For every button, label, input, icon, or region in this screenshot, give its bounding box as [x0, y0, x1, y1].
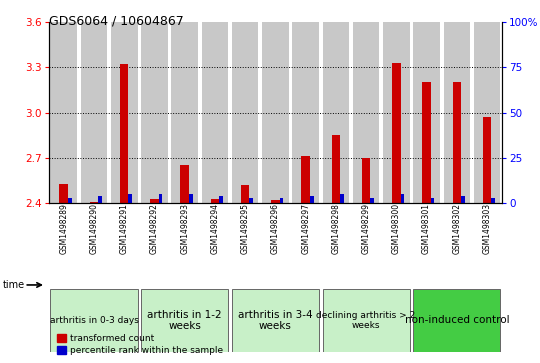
Text: GSM1498291: GSM1498291 — [120, 203, 129, 254]
Text: GSM1498302: GSM1498302 — [453, 203, 461, 254]
Bar — [171, 22, 198, 203]
Bar — [211, 199, 219, 203]
Bar — [68, 198, 72, 203]
Bar — [332, 135, 340, 203]
Bar — [322, 22, 349, 203]
Text: arthritis in 1-2
weeks: arthritis in 1-2 weeks — [147, 310, 222, 331]
Bar — [461, 196, 465, 203]
Bar — [453, 82, 461, 203]
Bar — [59, 184, 68, 203]
Text: GSM1498295: GSM1498295 — [241, 203, 249, 254]
Text: time: time — [3, 280, 25, 290]
Text: GSM1498296: GSM1498296 — [271, 203, 280, 254]
Bar — [141, 22, 168, 203]
Bar — [219, 196, 223, 203]
Bar — [383, 22, 410, 203]
Bar — [443, 22, 470, 203]
Text: arthritis in 0-3 days: arthritis in 0-3 days — [50, 316, 138, 325]
Bar — [413, 289, 501, 352]
Text: GSM1498293: GSM1498293 — [180, 203, 189, 254]
Bar — [340, 194, 344, 203]
Bar — [98, 196, 102, 203]
Bar — [280, 198, 284, 203]
Text: GSM1498292: GSM1498292 — [150, 203, 159, 254]
Bar — [310, 196, 314, 203]
Text: GSM1498303: GSM1498303 — [483, 203, 491, 254]
Text: GSM1498300: GSM1498300 — [392, 203, 401, 254]
Bar — [271, 200, 280, 203]
Text: GSM1498297: GSM1498297 — [301, 203, 310, 254]
Bar — [50, 22, 77, 203]
Bar — [301, 156, 310, 203]
Bar — [189, 194, 193, 203]
Bar — [241, 185, 249, 203]
Bar — [249, 198, 253, 203]
Bar — [232, 22, 259, 203]
Bar — [474, 22, 501, 203]
Bar — [201, 22, 228, 203]
Text: non-induced control: non-induced control — [404, 315, 509, 325]
Bar — [413, 22, 440, 203]
Bar — [80, 22, 107, 203]
Text: GSM1498294: GSM1498294 — [211, 203, 219, 254]
Bar — [50, 289, 138, 352]
Text: GSM1498301: GSM1498301 — [422, 203, 431, 254]
Bar — [129, 194, 132, 203]
Text: GSM1498299: GSM1498299 — [362, 203, 370, 254]
Text: GSM1498289: GSM1498289 — [59, 203, 68, 254]
Text: arthritis in 3-4
weeks: arthritis in 3-4 weeks — [238, 310, 313, 331]
Bar — [150, 199, 159, 203]
Text: GSM1498290: GSM1498290 — [90, 203, 98, 254]
Bar — [292, 22, 319, 203]
Bar — [111, 22, 138, 203]
Bar — [431, 198, 435, 203]
Bar — [370, 198, 374, 203]
Bar — [262, 22, 289, 203]
Bar — [422, 82, 431, 203]
Bar — [483, 117, 491, 203]
Text: GDS6064 / 10604867: GDS6064 / 10604867 — [49, 15, 184, 28]
Bar — [120, 64, 129, 203]
Bar — [392, 62, 401, 203]
Bar — [401, 194, 404, 203]
Bar — [232, 289, 319, 352]
Bar — [322, 289, 410, 352]
Legend: transformed count, percentile rank within the sample: transformed count, percentile rank withi… — [53, 331, 227, 359]
Bar — [491, 198, 495, 203]
Bar — [362, 158, 370, 203]
Bar — [159, 194, 163, 203]
Bar — [353, 22, 380, 203]
Bar — [180, 166, 189, 203]
Text: declining arthritis > 2
weeks: declining arthritis > 2 weeks — [316, 311, 416, 330]
Bar — [90, 202, 98, 203]
Bar — [141, 289, 228, 352]
Text: GSM1498298: GSM1498298 — [332, 203, 340, 254]
